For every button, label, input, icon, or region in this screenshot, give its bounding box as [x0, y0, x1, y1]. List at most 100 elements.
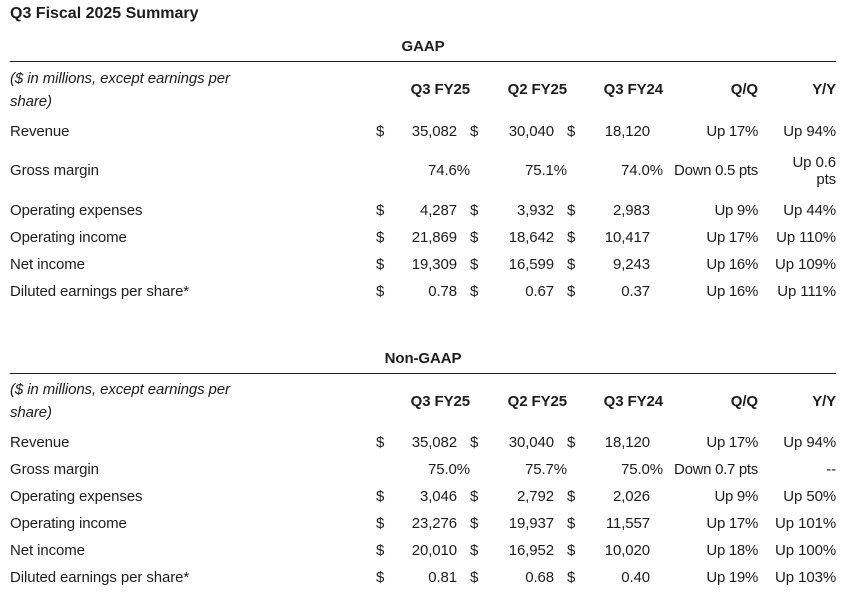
value-q2-fy25: 75.1%: [524, 162, 567, 179]
table-row: Gross margin 75.0% 75.7% 75.0% Down 0.7 …: [10, 456, 836, 483]
currency-symbol: $: [470, 255, 479, 273]
value-q3-fy25: 75.0%: [427, 461, 470, 478]
currency-symbol: $: [376, 569, 385, 586]
column-header-q3-fy25: Q3 FY25: [410, 81, 470, 99]
currency-symbol: [470, 456, 488, 483]
row-label: Revenue: [10, 434, 70, 451]
row-label: Diluted earnings per share*: [10, 569, 190, 586]
row-label: Operating income: [10, 228, 127, 246]
value-q3-fy24: 0.37: [621, 282, 650, 300]
currency-symbol: $: [567, 122, 576, 140]
currency-symbol: $: [567, 515, 576, 532]
table-row: Net income $ 19,309 $ 16,599 $ 9,243 Up …: [10, 251, 836, 278]
value-q3-fy25: 0.78: [428, 282, 457, 300]
table-row: Operating expenses $ 3,046 $ 2,792 $ 2,0…: [10, 483, 836, 510]
column-header-q3-fy25: Q3 FY25: [410, 392, 470, 410]
currency-symbol: $: [470, 542, 479, 559]
currency-symbol: $: [376, 434, 385, 451]
table-row: Operating expenses $ 4,287 $ 3,932 $ 2,9…: [10, 197, 836, 224]
value-q2-fy25: 16,599: [508, 255, 554, 273]
column-header-q2-fy25: Q2 FY25: [507, 81, 567, 99]
table-row: Gross margin 74.6% 75.1% 74.0% Down 0.5 …: [10, 145, 836, 197]
value-y-y: Up 44%: [783, 201, 837, 219]
value-q2-fy25: 2,792: [516, 488, 554, 505]
table-caption-row: GAAP: [10, 39, 837, 62]
value-q3-fy25: 21,869: [411, 228, 457, 246]
value-q3-fy24: 10,020: [604, 542, 650, 559]
value-q2-fy25: 16,952: [508, 542, 554, 559]
column-header-q-q: Q/Q: [730, 392, 758, 410]
column-header-q2-fy25: Q2 FY25: [507, 392, 567, 410]
currency-symbol: $: [376, 488, 385, 505]
value-q-q: Down 0.5 pts: [674, 162, 758, 179]
currency-symbol: $: [567, 434, 576, 451]
row-label: Net income: [10, 255, 85, 273]
gaap-table-body: Revenue $ 35,082 $ 30,040 $ 18,120 Up 17…: [10, 118, 836, 305]
value-q-q: Up 17%: [706, 228, 758, 246]
value-q2-fy25: 19,937: [508, 515, 554, 532]
column-header-q3-fy24: Q3 FY24: [603, 392, 663, 410]
value-q3-fy24: 10,417: [604, 228, 650, 246]
value-q2-fy25: 30,040: [508, 434, 554, 451]
value-q-q: Up 18%: [706, 542, 758, 559]
value-q3-fy24: 18,120: [604, 122, 650, 140]
units-note: ($ in millions, except earnings per shar…: [10, 381, 230, 422]
column-header-y-y: Y/Y: [812, 392, 837, 410]
currency-symbol: $: [567, 201, 576, 219]
currency-symbol: $: [470, 569, 479, 586]
table-row: Revenue $ 35,082 $ 30,040 $ 18,120 Up 17…: [10, 118, 836, 145]
value-q2-fy25: 30,040: [508, 122, 554, 140]
table-row: Diluted earnings per share* $ 0.78 $ 0.6…: [10, 278, 836, 305]
value-q3-fy25: 74.6%: [427, 162, 470, 179]
value-y-y: Up 0.6 pts: [792, 153, 837, 188]
column-header-q-q: Q/Q: [730, 81, 758, 99]
value-q-q: Up 17%: [706, 434, 758, 451]
currency-symbol: [567, 145, 585, 197]
table-row: Operating income $ 23,276 $ 19,937 $ 11,…: [10, 510, 836, 537]
currency-symbol: $: [470, 282, 479, 300]
value-y-y: Up 110%: [776, 228, 837, 246]
currency-symbol: $: [470, 434, 479, 451]
column-header-y-y: Y/Y: [812, 81, 837, 99]
value-q-q: Up 17%: [706, 122, 758, 140]
value-q2-fy25: 0.68: [525, 569, 554, 586]
value-q3-fy24: 11,557: [605, 515, 650, 532]
row-label: Operating expenses: [10, 488, 143, 505]
currency-symbol: $: [376, 201, 385, 219]
units-note: ($ in millions, except earnings per shar…: [10, 69, 230, 110]
value-q2-fy25: 18,642: [508, 228, 554, 246]
table-title-gaap: GAAP: [10, 39, 837, 62]
currency-symbol: $: [470, 488, 479, 505]
value-q-q: Up 17%: [706, 515, 758, 532]
value-y-y: Up 94%: [783, 434, 837, 451]
value-q3-fy25: 35,082: [411, 434, 457, 451]
value-q3-fy25: 23,276: [411, 515, 457, 532]
value-q3-fy25: 0.81: [428, 569, 457, 586]
column-header-row: ($ in millions, except earnings per shar…: [10, 62, 836, 118]
value-q-q: Up 16%: [706, 255, 758, 273]
value-y-y: Up 100%: [775, 542, 837, 559]
table-row: Operating income $ 21,869 $ 18,642 $ 10,…: [10, 224, 836, 251]
currency-symbol: $: [376, 228, 385, 246]
units-note-cell: ($ in millions, except earnings per shar…: [10, 62, 376, 118]
row-label: Gross margin: [10, 162, 99, 179]
value-q3-fy24: 2,026: [612, 488, 650, 505]
column-header-q3-fy24: Q3 FY24: [603, 81, 663, 99]
currency-symbol: $: [567, 228, 576, 246]
currency-symbol: $: [567, 282, 576, 300]
value-q-q: Up 16%: [706, 282, 758, 300]
value-y-y: Up 109%: [775, 255, 837, 273]
value-q3-fy24: 2,983: [612, 201, 650, 219]
currency-symbol: [567, 456, 585, 483]
value-q2-fy25: 3,932: [516, 201, 554, 219]
value-y-y: Up 103%: [775, 569, 837, 586]
value-q2-fy25: 0.67: [525, 282, 554, 300]
gaap-summary-table: GAAP ($ in millions, except earnings per…: [10, 39, 836, 305]
currency-symbol: $: [567, 569, 576, 586]
currency-symbol: $: [470, 228, 479, 246]
value-q3-fy24: 74.0%: [620, 162, 663, 179]
value-y-y: Up 50%: [783, 488, 837, 505]
row-label: Gross margin: [10, 461, 99, 478]
value-q3-fy24: 9,243: [612, 255, 650, 273]
